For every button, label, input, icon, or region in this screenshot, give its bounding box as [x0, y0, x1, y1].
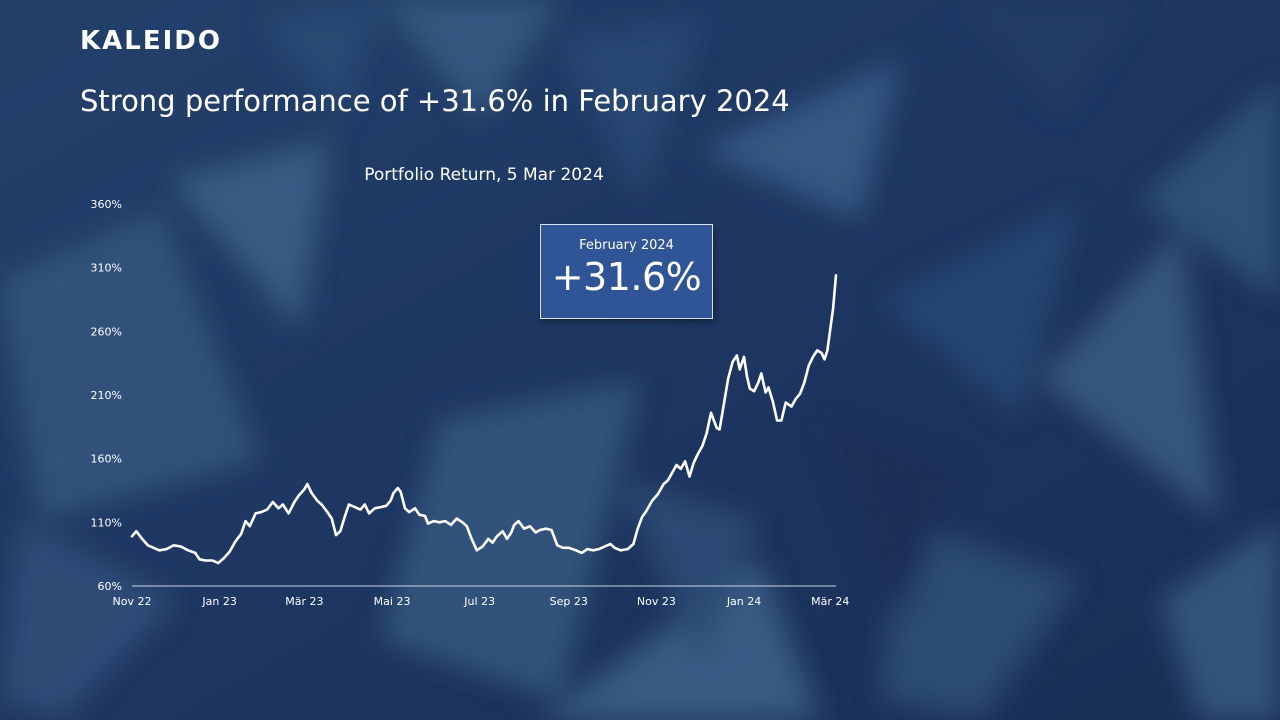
x-tick-label: Nov 22 [113, 595, 152, 608]
slide-headline: Strong performance of +31.6% in February… [80, 84, 790, 118]
y-tick-label: 60% [98, 580, 122, 593]
y-tick-label: 160% [91, 453, 122, 466]
y-tick-label: 310% [91, 262, 122, 275]
x-tick-label: Jul 23 [463, 595, 495, 608]
y-tick-label: 210% [91, 389, 122, 402]
x-tick-label: Mär 23 [285, 595, 323, 608]
x-axis-ticks: Nov 22 Jan 23 Mär 23 Mai 23 Jul 23 Sep 23 Nov … [113, 595, 850, 608]
y-tick-label: 260% [91, 325, 122, 338]
x-tick-label: Mär 24 [811, 595, 849, 608]
callout-return-value: +31.6% [551, 255, 702, 299]
x-tick-label: Sep 23 [550, 595, 588, 608]
x-tick-label: Jan 24 [726, 595, 761, 608]
kaleido-logo: KALEIDO [80, 26, 222, 56]
x-tick-label: Jan 23 [201, 595, 236, 608]
x-tick-label: Nov 23 [637, 595, 676, 608]
monthly-return-callout: February 2024 +31.6% [540, 224, 713, 319]
y-axis-ticks: 60% 110% 160% 210% 260% 310% 360% [91, 198, 122, 593]
callout-month-label: February 2024 [579, 238, 674, 253]
portfolio-return-line [130, 274, 838, 565]
x-tick-label: Mai 23 [374, 595, 411, 608]
y-tick-label: 360% [91, 198, 122, 211]
chart-title: Portfolio Return, 5 Mar 2024 [364, 165, 604, 185]
y-tick-label: 110% [91, 516, 122, 529]
